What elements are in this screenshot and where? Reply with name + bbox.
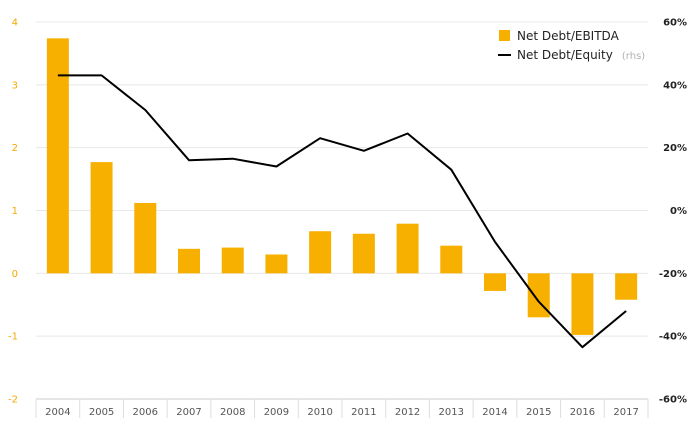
bar-net-debt-ebitda — [221, 247, 244, 274]
x-axis: 2004 2005 2006 2007 2008 2009 2010 2011 2012 2013… — [35, 398, 649, 418]
legend: Net Debt/EBITDA Net Debt/Equity (rhs) — [498, 29, 645, 63]
left-tick-label: 0 — [12, 269, 18, 280]
right-tick-label: -60% — [659, 395, 687, 406]
legend-label-net-debt-equity: Net Debt/Equity — [517, 48, 613, 62]
right-tick-label: -40% — [659, 332, 687, 343]
left-tick-label: 3 — [12, 80, 18, 91]
left-y-axis: -2 -1 0 1 2 3 4 — [8, 18, 18, 406]
left-tick-label: 2 — [12, 143, 18, 154]
x-tick-label: 2014 — [482, 407, 507, 418]
bar-net-debt-ebitda — [615, 273, 638, 300]
right-tick-label: 60% — [663, 18, 687, 29]
x-tick-label: 2017 — [613, 407, 638, 418]
right-y-axis: -60% -40% -20% 0% 20% 40% 60% — [659, 18, 687, 406]
line-net-debt-equity — [57, 74, 627, 349]
bar-net-debt-ebitda — [178, 248, 200, 274]
x-tick-label: 2013 — [439, 407, 464, 418]
right-tick-label: 40% — [663, 80, 687, 91]
x-tick-label: 2007 — [176, 407, 201, 418]
x-tick-label: 2010 — [307, 407, 332, 418]
legend-label-net-debt-ebitda: Net Debt/EBITDA — [517, 29, 620, 43]
bar-net-debt-ebitda — [484, 273, 506, 291]
bar-net-debt-ebitda — [265, 254, 288, 274]
x-tick-label: 2005 — [89, 407, 114, 418]
x-tick-label: 2016 — [570, 407, 595, 418]
bar-net-debt-ebitda — [309, 231, 332, 274]
bar-net-debt-ebitda — [352, 233, 375, 274]
right-tick-label: 20% — [663, 143, 687, 154]
x-tick-label: 2015 — [526, 407, 551, 418]
bar-series — [46, 38, 638, 335]
legend-label-net-debt-equity-group: Net Debt/Equity (rhs) — [517, 44, 645, 63]
right-tick-label: -20% — [659, 269, 687, 280]
left-tick-label: 4 — [12, 18, 18, 29]
x-tick-label: 2004 — [45, 407, 70, 418]
bar-net-debt-ebitda — [46, 38, 69, 274]
legend-label-rhs-note: (rhs) — [622, 51, 645, 62]
left-tick-label: 1 — [12, 206, 18, 217]
bar-net-debt-ebitda — [90, 162, 113, 274]
x-tick-label: 2009 — [264, 407, 289, 418]
bar-net-debt-ebitda — [396, 223, 419, 274]
bar-net-debt-ebitda — [440, 245, 463, 274]
gridlines — [36, 21, 648, 400]
bar-net-debt-ebitda — [571, 273, 594, 335]
right-tick-label: 0% — [670, 206, 687, 217]
left-tick-label: -1 — [8, 332, 18, 343]
left-tick-label: -2 — [8, 395, 18, 406]
line-series — [57, 74, 627, 349]
x-tick-label: 2011 — [351, 407, 376, 418]
legend-swatch-net-debt-ebitda — [499, 30, 510, 41]
x-tick-label: 2008 — [220, 407, 245, 418]
x-tick-label: 2006 — [133, 407, 158, 418]
bar-net-debt-ebitda — [134, 202, 157, 274]
x-tick-label: 2012 — [395, 407, 420, 418]
